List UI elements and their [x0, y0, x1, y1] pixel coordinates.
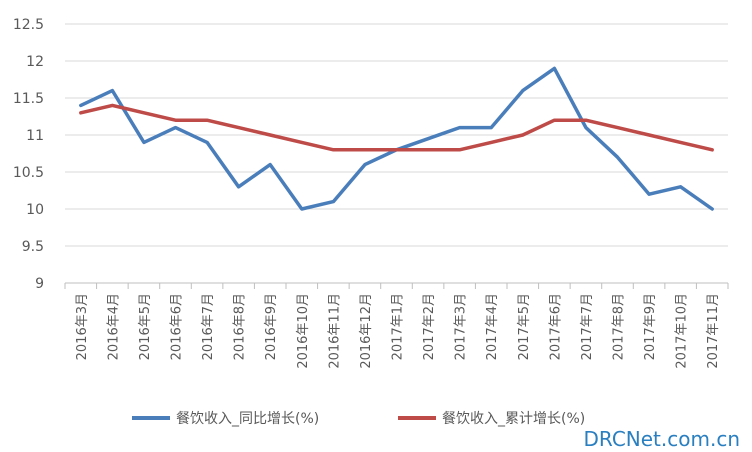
x-tick-label: 2016年6月: [170, 293, 185, 360]
series-line-cumulative: [79, 103, 714, 152]
grid-lines: [65, 23, 728, 284]
y-tick-label: 12: [26, 54, 44, 70]
legend-label-yoy: 餐饮收入_同比增长(%): [176, 411, 319, 427]
legend-label-cumulative: 餐饮收入_累计增长(%): [442, 411, 585, 427]
y-tick-label: 12.5: [13, 17, 44, 33]
x-tick-label: 2017年8月: [612, 293, 627, 360]
y-axis-ticks: 9 9.5 10 10.5 11 11.5 12 12.5: [13, 17, 44, 292]
x-tick-label: 2017年3月: [454, 293, 469, 360]
x-tick-label: 2017年9月: [643, 293, 658, 360]
series-lines: [79, 66, 714, 211]
x-tick-label: 2016年3月: [75, 293, 90, 360]
x-tick-label: 2016年4月: [106, 293, 121, 360]
x-axis: 2016年3月 2016年4月 2016年5月 2016年6月 2016年7月 2016年…: [64, 282, 729, 369]
x-tick-label: 2016年8月: [233, 293, 248, 360]
x-tick-label: 2017年10月: [675, 293, 690, 369]
x-tick-label: 2017年4月: [485, 293, 500, 360]
watermark-text: DRCNet.com.cn: [584, 427, 740, 451]
x-tick-label: 2017年1月: [391, 293, 406, 360]
x-tick-label: 2016年5月: [138, 293, 153, 360]
legend: 餐饮收入_同比增长(%) 餐饮收入_累计增长(%): [132, 411, 585, 427]
x-tick-label: 2017年11月: [706, 293, 721, 369]
x-tick-label: 2017年2月: [422, 293, 437, 360]
x-tick-label: 2016年7月: [201, 293, 216, 360]
y-tick-label: 11: [26, 128, 44, 144]
x-tick-label: 2016年11月: [327, 293, 342, 369]
y-tick-label: 10.5: [13, 165, 44, 181]
x-tick-label: 2017年5月: [517, 293, 532, 360]
x-tick-label: 2016年12月: [359, 293, 374, 369]
y-tick-label: 9.5: [22, 239, 44, 255]
y-tick-label: 10: [26, 202, 44, 218]
y-tick-label: 11.5: [13, 91, 44, 107]
x-tick-label: 2016年10月: [296, 293, 311, 369]
x-tick-label: 2017年6月: [548, 293, 563, 360]
y-tick-label: 9: [35, 276, 44, 292]
series-line-yoy: [79, 66, 714, 211]
x-tick-label: 2016年9月: [264, 293, 279, 360]
x-tick-label: 2017年7月: [580, 293, 595, 360]
